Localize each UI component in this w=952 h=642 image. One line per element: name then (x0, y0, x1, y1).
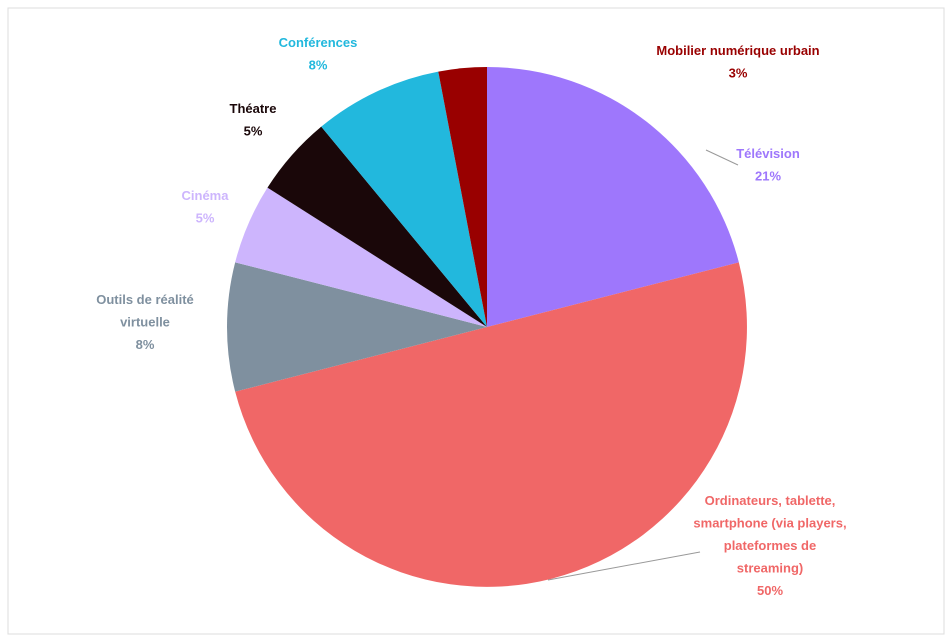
label-line: Télévision (736, 146, 800, 161)
slice-value-label: 5% (196, 211, 215, 226)
slice-label: Outils de réalité virtuelle (96, 292, 194, 330)
pie-slice (227, 262, 488, 392)
slice-label: Théatre (230, 101, 277, 116)
label-line: smartphone (via players, (693, 516, 846, 531)
label-line: Théatre (230, 101, 277, 116)
pie-slice (321, 71, 487, 327)
slice-label: Télévision (736, 146, 800, 161)
slice-value-label: 50% (757, 583, 783, 598)
slice-value-label: 5% (244, 124, 263, 139)
leader-line (547, 551, 701, 581)
label-line: Outils de réalité (96, 292, 194, 307)
label-line: streaming) (737, 561, 803, 576)
label-line: Ordinateurs, tablette, (705, 493, 836, 508)
slice-label: Conférences (279, 35, 358, 50)
slice-label: Cinéma (182, 188, 230, 203)
slice-value-label: 3% (729, 66, 748, 81)
label-line: plateformes de (724, 538, 816, 553)
pie-slice (438, 67, 487, 327)
pie-slice (235, 187, 487, 327)
slice-label: Ordinateurs, tablette, smartphone (via pl… (693, 493, 846, 576)
label-line: Mobilier numérique urbain (656, 43, 819, 58)
slice-value-label: 21% (755, 169, 781, 184)
label-line: Conférences (279, 35, 358, 50)
slice-value-label: 8% (309, 58, 328, 73)
pie-slice (235, 262, 747, 587)
pie-slice (267, 126, 487, 327)
slice-value-label: 8% (136, 337, 155, 352)
label-line: virtuelle (120, 315, 170, 330)
slice-label: Mobilier numérique urbain (656, 43, 819, 58)
pie-slice (487, 67, 739, 327)
leader-line (705, 149, 739, 166)
label-line: Cinéma (182, 188, 230, 203)
